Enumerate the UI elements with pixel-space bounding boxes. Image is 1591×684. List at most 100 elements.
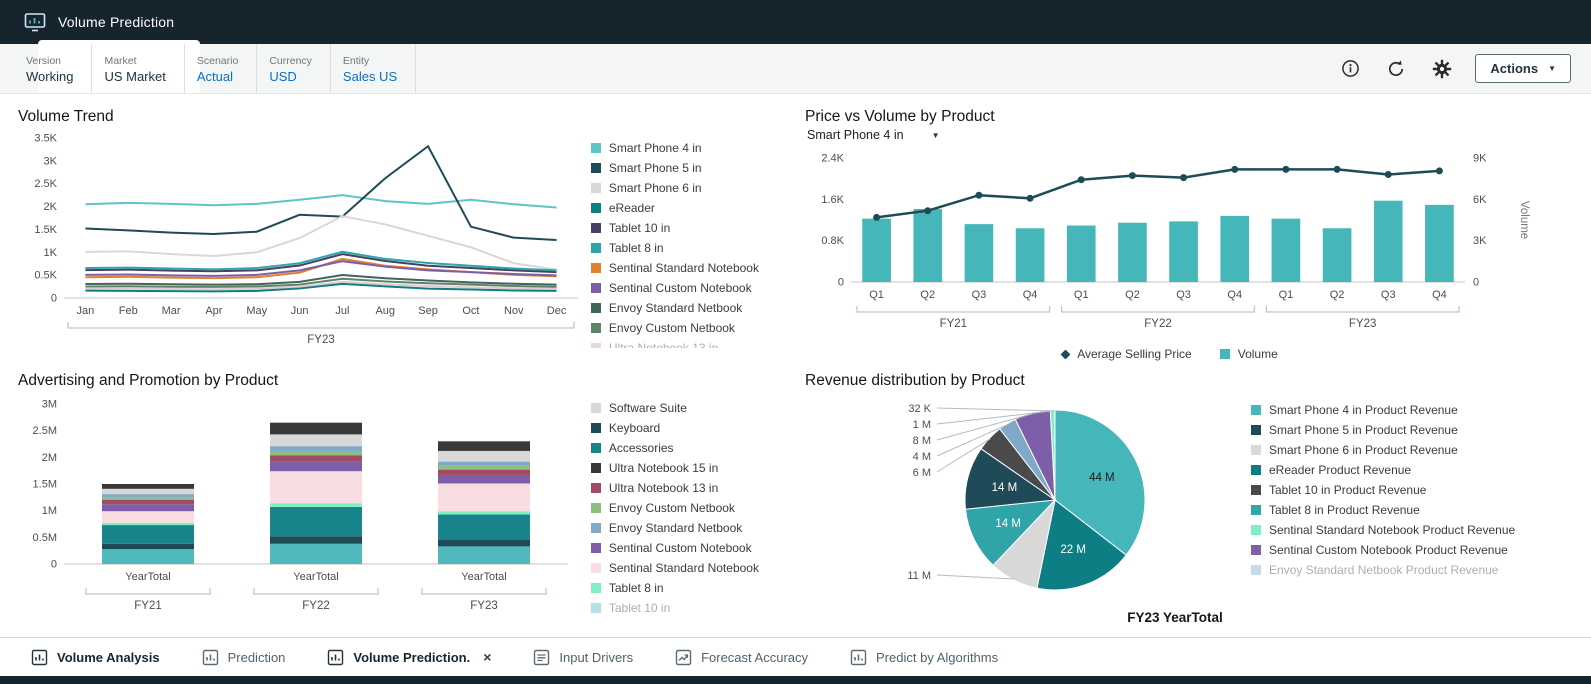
pov-entity[interactable]: Entity Sales US: [331, 44, 417, 93]
pov-market[interactable]: Market US Market: [92, 44, 185, 93]
svg-text:1K: 1K: [44, 247, 58, 259]
svg-text:Apr: Apr: [205, 305, 222, 317]
refresh-icon[interactable]: [1383, 56, 1409, 82]
pov-value[interactable]: USD: [269, 68, 297, 84]
pov-currency[interactable]: Currency USD: [257, 44, 331, 93]
legend-label: Average Selling Price: [1077, 347, 1192, 361]
active-header-tab-indicator: [38, 40, 200, 44]
legend-label: Envoy Custom Netbook: [608, 501, 735, 515]
legend-item[interactable]: Tablet 10 in: [590, 602, 795, 614]
legend-item[interactable]: Sentinal Standard Notebook: [590, 562, 795, 574]
legend-item[interactable]: Sentinal Custom Notebook: [590, 282, 795, 294]
legend-item[interactable]: Ultra Notebook 15 in: [590, 461, 795, 475]
legend-label: Smart Phone 5 in: [608, 161, 702, 175]
pov-value[interactable]: Sales US: [342, 68, 398, 84]
panel-title: Volume Trend: [18, 108, 114, 125]
close-tab-icon[interactable]: ×: [483, 649, 492, 665]
legend-swatch: [590, 463, 601, 473]
legend-item[interactable]: Tablet 8 in: [590, 241, 795, 255]
legend-swatch: [590, 183, 601, 193]
tab-prediction[interactable]: Prediction: [181, 638, 307, 676]
svg-text:FY22: FY22: [302, 600, 330, 612]
legend-label: Smart Phone 6 in Product Revenue: [1269, 443, 1458, 457]
legend-item[interactable]: Smart Phone 5 in: [590, 161, 795, 175]
legend-label: Tablet 8 in: [608, 581, 664, 595]
legend-item[interactable]: Software Suite: [590, 402, 795, 414]
pov-value[interactable]: Actual: [196, 68, 233, 84]
dashboard-grid: Volume Trend 0 0.5K 1K 1.5K 2K 2.5K 3K 3.5K Jan F…: [0, 94, 1591, 637]
svg-text:2.5M: 2.5M: [33, 425, 57, 437]
svg-text:1.6K: 1.6K: [821, 194, 844, 206]
pov-label: Version: [26, 54, 62, 67]
svg-text:2M: 2M: [42, 452, 57, 464]
legend-label: Smart Phone 4 in Product Revenue: [1269, 404, 1458, 417]
legend-label: Ultra Notebook 13 in: [608, 481, 719, 495]
legend-swatch: [590, 443, 601, 453]
info-icon[interactable]: [1337, 56, 1363, 82]
actions-button[interactable]: Actions ▼: [1475, 54, 1571, 83]
legend-item[interactable]: Sentinal Standard Notebook Product Reven…: [1251, 524, 1571, 536]
legend-label: Sentinal Standard Notebook Product Reven…: [1269, 523, 1516, 537]
legend-item[interactable]: Smart Phone 6 in: [590, 181, 795, 195]
legend-item[interactable]: Volume: [1219, 348, 1278, 360]
svg-text:0: 0: [51, 293, 57, 305]
product-selector-dropdown[interactable]: Smart Phone 4 in ▼: [807, 128, 1591, 142]
legend-item[interactable]: Ultra Notebook 13 in: [590, 341, 795, 348]
legend-item[interactable]: Envoy Custom Netbook: [590, 322, 795, 334]
pov-value[interactable]: US Market: [104, 68, 166, 84]
legend-item[interactable]: Tablet 10 in Product Revenue: [1251, 484, 1571, 496]
svg-text:Dec: Dec: [547, 305, 567, 317]
legend-item[interactable]: eReader Product Revenue: [1251, 464, 1571, 476]
svg-text:Jan: Jan: [77, 305, 95, 317]
legend-item[interactable]: Tablet 8 in: [590, 581, 795, 595]
legend-label: Ultra Notebook 13 in: [608, 341, 719, 348]
tab-volume-analysis[interactable]: Volume Analysis: [10, 638, 181, 676]
legend-item[interactable]: Tablet 10 in: [590, 222, 795, 234]
pov-version[interactable]: Version Working: [14, 44, 93, 93]
legend-label: Tablet 8 in: [608, 241, 664, 255]
pov-value[interactable]: Working: [26, 68, 74, 84]
legend-item[interactable]: Ultra Notebook 13 in: [590, 481, 795, 495]
legend-item[interactable]: Sentinal Custom Notebook Product Revenue: [1251, 544, 1571, 556]
tab-forecast-accuracy[interactable]: Forecast Accuracy: [654, 638, 829, 676]
legend-item[interactable]: Envoy Standard Netbook: [590, 522, 795, 534]
legend-label: eReader: [608, 201, 655, 215]
tab-volume-prediction[interactable]: Volume Prediction. ×: [306, 638, 512, 676]
svg-text:Volume: Volume: [1518, 201, 1530, 239]
bottom-strip: [0, 676, 1591, 684]
legend-item[interactable]: Smart Phone 5 in Product Revenue: [1251, 424, 1571, 436]
svg-text:0.8K: 0.8K: [821, 235, 844, 247]
svg-text:9K: 9K: [1473, 153, 1487, 165]
legend-item[interactable]: Envoy Custom Netbook: [590, 501, 795, 515]
pov-scenario[interactable]: Scenario Actual: [185, 44, 258, 93]
legend-item[interactable]: Smart Phone 4 in Product Revenue: [1251, 404, 1571, 416]
legend-label: Smart Phone 6 in: [608, 181, 702, 195]
legend-item[interactable]: Envoy Standard Netbook Product Revenue: [1251, 564, 1571, 576]
svg-text:6K: 6K: [1473, 194, 1487, 206]
pov-bar: Version Working Market US Market Scenari…: [0, 44, 1591, 94]
legend-item[interactable]: eReader: [590, 201, 795, 215]
gear-icon[interactable]: [1429, 56, 1455, 82]
app-header: Volume Prediction: [0, 0, 1591, 44]
legend-item[interactable]: Average Selling Price: [1060, 347, 1192, 361]
legend-item[interactable]: Smart Phone 4 in: [590, 142, 795, 154]
legend-item[interactable]: Envoy Standard Netbook: [590, 302, 795, 314]
legend-item[interactable]: Sentinal Standard Notebook: [590, 262, 795, 274]
svg-text:1M: 1M: [42, 505, 57, 517]
report-icon: [850, 649, 867, 665]
legend-item[interactable]: Smart Phone 6 in Product Revenue: [1251, 444, 1571, 456]
legend-item[interactable]: Sentinal Custom Notebook: [590, 542, 795, 554]
caret-down-icon: ▼: [1548, 64, 1556, 73]
legend-item[interactable]: Keyboard: [590, 422, 795, 434]
report-icon: [202, 649, 218, 665]
legend-swatch: [590, 403, 601, 413]
legend-swatch: [590, 583, 601, 593]
pov-label: Market: [104, 54, 137, 67]
legend-label: Ultra Notebook 15 in: [608, 461, 719, 475]
legend-item[interactable]: Tablet 8 in Product Revenue: [1251, 504, 1571, 516]
pov-label: Currency: [269, 54, 312, 67]
svg-text:44 M: 44 M: [1089, 472, 1115, 484]
legend-item[interactable]: Accessories: [590, 442, 795, 454]
tab-input-drivers[interactable]: Input Drivers: [512, 638, 654, 676]
tab-predict-by-algorithms[interactable]: Predict by Algorithms: [829, 638, 1019, 676]
